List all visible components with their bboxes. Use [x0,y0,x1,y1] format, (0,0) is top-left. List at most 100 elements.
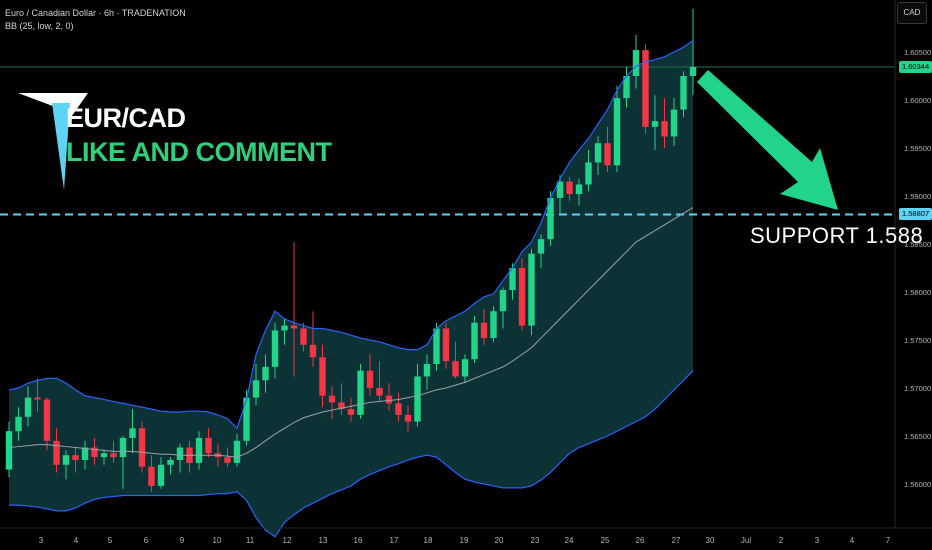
candle [176,443,184,473]
candle-body [262,366,269,381]
x-tick-label: 3 [815,536,820,545]
candle-body [442,328,450,362]
y-tick-label: 1.58000 [904,288,931,297]
candle-body [148,466,155,486]
y-tick-label: 1.57000 [904,384,931,393]
candle-body [385,395,393,404]
candle-body [5,431,13,470]
candle-body [290,325,298,329]
candle [328,386,336,419]
candle [556,174,564,214]
candle [91,437,98,465]
candle-body [224,457,231,463]
candle [319,344,326,408]
y-tick-label: 1.60000 [904,96,931,105]
candle [167,457,174,475]
bollinger-lower-line [9,370,694,538]
candle-body [338,402,345,410]
currency-button[interactable]: CAD [897,2,927,24]
candle-body [490,311,497,339]
candle-body [623,76,630,99]
candle-body [110,453,117,458]
candle-body [433,328,440,364]
candle-body [376,388,383,396]
candle [499,287,507,329]
candle-body [661,121,668,137]
candle [376,361,383,403]
bollinger-middle-line [8,207,694,458]
candle-body [518,268,526,326]
candle [604,126,611,172]
y-tick-label: 1.59500 [904,144,931,153]
x-tick-label: 30 [706,536,715,545]
x-tick-label: 9 [180,536,185,545]
support-label: SUPPORT 1.588 [750,223,924,248]
candle-body [670,109,678,137]
candle-body [556,181,564,198]
x-tick-label: 10 [213,536,222,545]
y-tick-label: 1.60500 [904,48,931,57]
candle-body [15,416,22,432]
candle [72,447,79,473]
candle [233,434,241,467]
candle [224,447,231,467]
bollinger-band-fill [9,40,693,537]
candle-body [613,98,621,166]
symbol-legend[interactable]: Euro / Canadian Dollar · 6h · TRADENATIO… [5,8,186,18]
candle-body [604,143,611,166]
candle-body [62,455,70,465]
candle [461,354,469,384]
candle-body [243,397,250,441]
candle [423,354,431,390]
candle-body [404,414,412,422]
candle-body [461,359,469,377]
x-tick-label: 2 [779,536,784,545]
candle [100,449,108,465]
candle [347,397,355,422]
x-tick-label: 4 [74,536,79,545]
candle [366,354,374,396]
candle-body [129,428,136,438]
candle [15,407,22,441]
candle-body [414,376,421,422]
x-tick-label: 25 [601,536,610,545]
x-tick-label: 16 [354,536,363,545]
candle [404,405,412,432]
candle-body [53,440,60,465]
candle [433,322,440,371]
candle [24,386,32,427]
candle [575,178,583,206]
candle [585,149,592,192]
candle [471,316,478,364]
candle [338,383,345,415]
y-tick-label: 1.59000 [904,192,931,201]
candle [490,306,497,342]
candle [5,421,13,478]
candle [138,421,146,473]
candle [271,322,279,379]
down-arrow-icon [697,70,838,210]
x-tick-label: 26 [636,536,645,545]
candle [62,450,70,480]
indicator-legend[interactable]: BB (25, low, 2, 0) [5,21,74,31]
candle-body [347,409,355,415]
candle-body [138,428,146,467]
call-to-action: LIKE AND COMMENT [66,137,332,167]
x-tick-label: 18 [424,536,433,545]
x-tick-label: 23 [531,536,540,545]
candle-body [366,370,374,388]
candle [547,191,554,246]
x-tick-label: 4 [850,536,855,545]
x-tick-label: 27 [672,536,681,545]
candle-body [528,253,535,326]
candle-body [100,453,108,458]
x-tick-label: 11 [246,536,255,545]
candle [395,392,402,422]
candle-body [195,437,203,463]
candle [594,136,602,175]
candle [119,436,127,489]
pair-title: EUR/CAD [66,103,186,133]
candle-body [651,121,659,127]
